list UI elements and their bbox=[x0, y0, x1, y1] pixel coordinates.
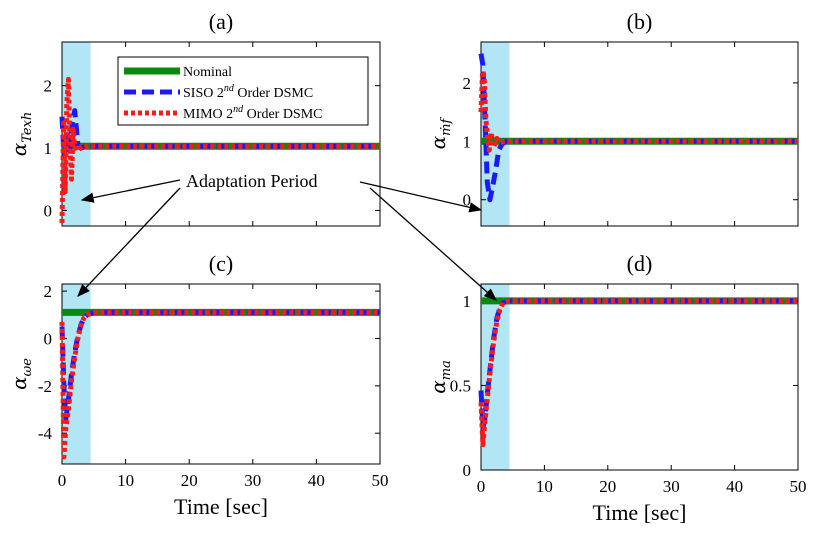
x-axis-label: Time [sec] bbox=[174, 494, 268, 519]
xtick-label: 50 bbox=[790, 477, 807, 496]
axes-box bbox=[61, 41, 381, 227]
panel-1: 0 1 2 (b) αṁf bbox=[426, 9, 799, 227]
ytick-label: 0.5 bbox=[450, 376, 471, 395]
y-axis-label: αωe bbox=[7, 358, 35, 390]
panel-title: (d) bbox=[627, 251, 653, 276]
xtick-label: 0 bbox=[477, 477, 486, 496]
xtick-label: 10 bbox=[117, 471, 134, 490]
ytick-label: 1 bbox=[44, 139, 53, 158]
ytick-label: 2 bbox=[463, 74, 472, 93]
series-line bbox=[59, 309, 380, 422]
legend: Nominal SISO 2nd Order DSMC MIMO 2nd Order… bbox=[117, 56, 369, 126]
xtick-label: 0 bbox=[58, 471, 67, 490]
ytick-label: 1 bbox=[463, 132, 472, 151]
xtick-label: 30 bbox=[663, 477, 680, 496]
panel-title: (b) bbox=[627, 9, 653, 34]
annotation: Adaptation Period bbox=[77, 171, 497, 301]
xtick-label: 20 bbox=[181, 471, 198, 490]
ytick-label: -2 bbox=[38, 377, 52, 396]
series-line bbox=[59, 309, 380, 460]
panel-2: 20-2-40 10 20 30 40 50(c)Time [sec]αωe bbox=[7, 251, 389, 519]
legend-label: SISO 2nd Order DSMC bbox=[183, 83, 313, 101]
xtick-label: 30 bbox=[244, 471, 261, 490]
annotation-arrow bbox=[80, 179, 181, 203]
ytick-label: 2 bbox=[44, 77, 53, 96]
series-line bbox=[478, 68, 798, 153]
panel-title: (c) bbox=[209, 251, 233, 276]
ytick-label: 0 bbox=[44, 329, 53, 348]
y-axis-label: αTexh bbox=[7, 112, 35, 157]
y-axis-label: αma bbox=[426, 360, 454, 394]
xtick-label: 20 bbox=[599, 477, 616, 496]
panel-3: 00.510 10 20 30 40 50(d)Time [sec]αma bbox=[426, 251, 807, 525]
annotation-arrow bbox=[77, 187, 181, 297]
annotation-arrow bbox=[369, 187, 497, 301]
ytick-label: 0 bbox=[463, 461, 472, 480]
xtick-label: 50 bbox=[372, 471, 389, 490]
series-line bbox=[478, 298, 798, 431]
axes-box bbox=[480, 41, 799, 227]
ytick-label: 0 bbox=[44, 201, 53, 220]
ytick-label: -4 bbox=[38, 424, 53, 443]
panel-title: (a) bbox=[209, 9, 233, 34]
axes-box bbox=[480, 283, 799, 471]
legend-label: Nominal bbox=[183, 65, 232, 80]
xtick-label: 40 bbox=[726, 477, 743, 496]
ytick-label: 2 bbox=[44, 282, 53, 301]
annotation-arrow bbox=[359, 181, 483, 213]
legend-label: MIMO 2nd Order DSMC bbox=[183, 104, 323, 122]
series-line bbox=[59, 76, 380, 223]
ytick-label: 1 bbox=[463, 292, 472, 311]
y-axis-label: αṁf bbox=[426, 116, 454, 149]
series-line bbox=[478, 53, 798, 203]
x-axis-label: Time [sec] bbox=[593, 500, 687, 525]
series-line bbox=[478, 298, 798, 448]
xtick-label: 10 bbox=[536, 477, 553, 496]
xtick-label: 40 bbox=[308, 471, 325, 490]
annotation-text: Adaptation Period bbox=[186, 171, 317, 191]
panel-0: 0 1 2 (a) αTexh bbox=[7, 9, 381, 227]
ytick-label: 0 bbox=[463, 191, 472, 210]
